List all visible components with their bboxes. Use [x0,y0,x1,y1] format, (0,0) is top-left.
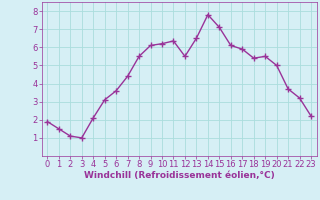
X-axis label: Windchill (Refroidissement éolien,°C): Windchill (Refroidissement éolien,°C) [84,171,275,180]
